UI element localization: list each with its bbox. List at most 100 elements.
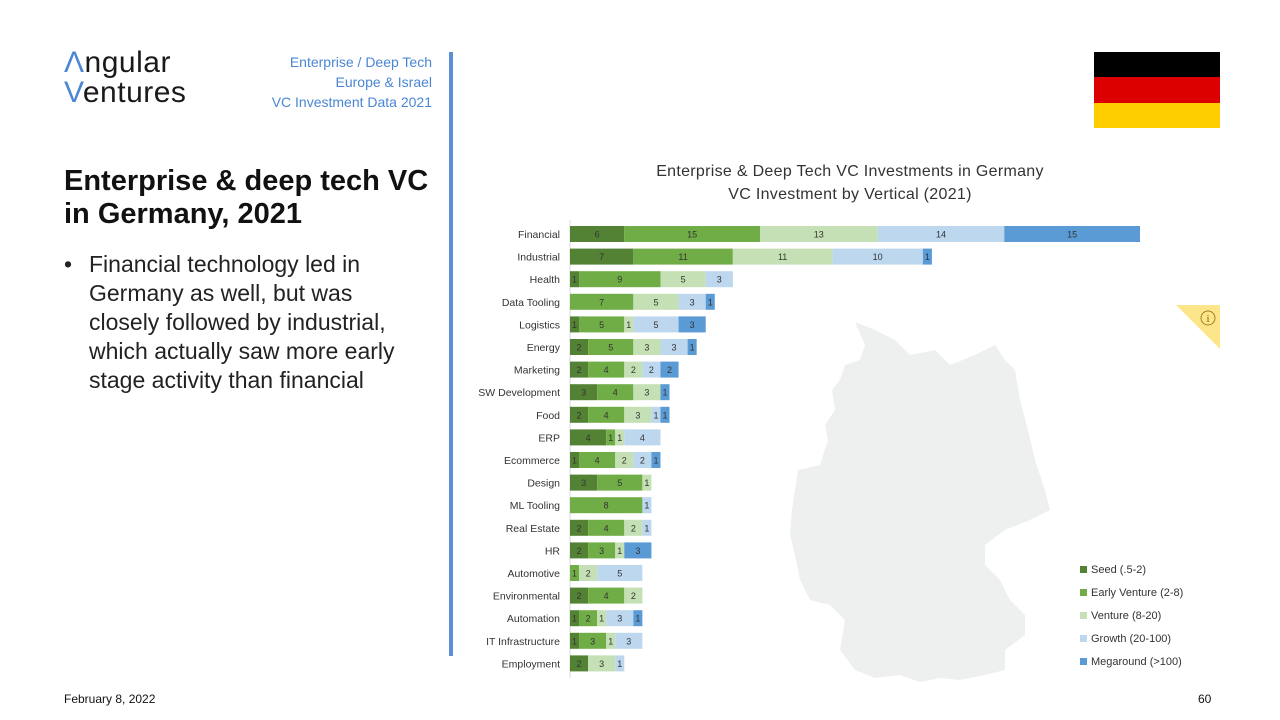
chart-title: Enterprise & Deep Tech VC Investments in… xyxy=(560,160,1140,206)
data-label: 3 xyxy=(644,343,649,353)
data-label: 3 xyxy=(690,320,695,330)
data-label: 9 xyxy=(617,275,622,285)
bar-segment xyxy=(570,632,580,649)
bar-segment xyxy=(570,452,580,468)
category-label: Industrial xyxy=(517,252,560,264)
bar-segment xyxy=(642,474,652,491)
category-label: Data Tooling xyxy=(502,297,560,309)
data-label: 4 xyxy=(604,523,609,533)
logo-accent-v: V xyxy=(64,76,83,109)
category-label: Marketing xyxy=(514,365,560,377)
bar-segment xyxy=(732,248,833,265)
legend-label: Early Venture (2-8) xyxy=(1091,586,1184,599)
info-icon[interactable]: i xyxy=(1176,305,1220,349)
data-label: 2 xyxy=(577,365,582,375)
legend-item: Seed (.5-2) xyxy=(1080,558,1183,581)
category-label: Automation xyxy=(507,613,560,625)
slide-title: Enterprise & deep tech VC in Germany, 20… xyxy=(64,165,429,230)
bar-segment xyxy=(624,226,760,242)
data-label: 3 xyxy=(672,343,677,353)
data-label: 1 xyxy=(617,433,622,443)
germany-flag-icon xyxy=(1094,52,1220,128)
bar-segment xyxy=(570,655,589,672)
data-label: 1 xyxy=(572,569,577,579)
data-label: 2 xyxy=(631,591,636,601)
category-label: Ecommerce xyxy=(504,455,560,467)
angular-ventures-logo: Λngular Ventures xyxy=(64,48,186,108)
bar-segment xyxy=(570,497,643,514)
data-label: 1 xyxy=(662,388,667,398)
data-label: 5 xyxy=(681,275,686,285)
bar-segment xyxy=(597,610,607,627)
data-label: 1 xyxy=(572,275,577,285)
data-label: 2 xyxy=(667,365,672,375)
data-label: 4 xyxy=(595,456,600,466)
data-label: 1 xyxy=(644,478,649,488)
bar-segment xyxy=(624,587,643,604)
legend-swatch xyxy=(1080,658,1087,665)
data-label: 1 xyxy=(572,456,577,466)
data-label: 1 xyxy=(608,433,613,443)
data-label: 3 xyxy=(635,546,640,556)
bar-segment xyxy=(597,474,643,491)
data-label: 3 xyxy=(581,478,586,488)
bar-segment xyxy=(615,542,625,559)
legend-swatch xyxy=(1080,566,1087,573)
bar-segment xyxy=(660,384,670,401)
data-label: 3 xyxy=(590,636,595,646)
bullet-dot-icon: • xyxy=(64,251,73,277)
data-label: 1 xyxy=(635,614,640,624)
data-label: 1 xyxy=(572,636,577,646)
data-label: 1 xyxy=(599,614,604,624)
bar-segment xyxy=(624,542,652,559)
bar-segment xyxy=(678,316,706,333)
bar-segment xyxy=(570,610,580,627)
data-label: 2 xyxy=(631,523,636,533)
data-label: 1 xyxy=(925,252,930,262)
bar-segment xyxy=(570,248,634,265)
data-label: 3 xyxy=(581,388,586,398)
bar-segment xyxy=(570,474,598,491)
bar-segment xyxy=(705,271,733,288)
legend-item: Megaround (>100) xyxy=(1080,650,1183,673)
bar-segment xyxy=(615,452,634,468)
report-subtitle: Enterprise / Deep Tech Europe & Israel V… xyxy=(220,52,432,112)
legend-label: Megaround (>100) xyxy=(1091,655,1182,668)
flag-stripe-red xyxy=(1094,77,1220,103)
subtitle-line: Europe & Israel xyxy=(335,74,433,90)
data-label: 1 xyxy=(572,320,577,330)
bar-segment xyxy=(570,565,580,581)
legend-item: Early Venture (2-8) xyxy=(1080,581,1183,604)
data-label: 11 xyxy=(678,252,687,262)
category-label: Financial xyxy=(518,229,560,241)
legend-swatch xyxy=(1080,589,1087,596)
category-label: Health xyxy=(530,274,561,286)
bar-segment xyxy=(588,587,625,604)
category-label: Food xyxy=(536,410,560,422)
data-label: 5 xyxy=(608,343,613,353)
subtitle-line: Enterprise / Deep Tech xyxy=(289,54,432,70)
data-label: 2 xyxy=(586,614,591,624)
data-label: 6 xyxy=(595,230,600,240)
legend-swatch xyxy=(1080,612,1087,619)
bar-segment xyxy=(579,452,616,468)
bar-segment xyxy=(570,429,607,446)
bar-segment xyxy=(1004,226,1140,242)
bar-segment xyxy=(624,361,643,378)
logo-text-line2: entures xyxy=(82,76,187,109)
bar-segment xyxy=(570,384,598,401)
data-label: 10 xyxy=(873,252,883,262)
bar-segment xyxy=(615,655,625,672)
bar-segment xyxy=(660,271,706,288)
category-label: SW Development xyxy=(478,387,560,399)
data-label: 1 xyxy=(626,320,631,330)
bar-segment xyxy=(633,384,661,401)
bar-segment xyxy=(642,519,652,536)
bar-segment xyxy=(588,339,634,355)
data-label: 7 xyxy=(599,252,604,262)
bar-segment xyxy=(570,339,589,355)
bar-segment xyxy=(570,293,634,310)
vertical-divider xyxy=(449,52,453,656)
data-label: 4 xyxy=(586,433,591,443)
